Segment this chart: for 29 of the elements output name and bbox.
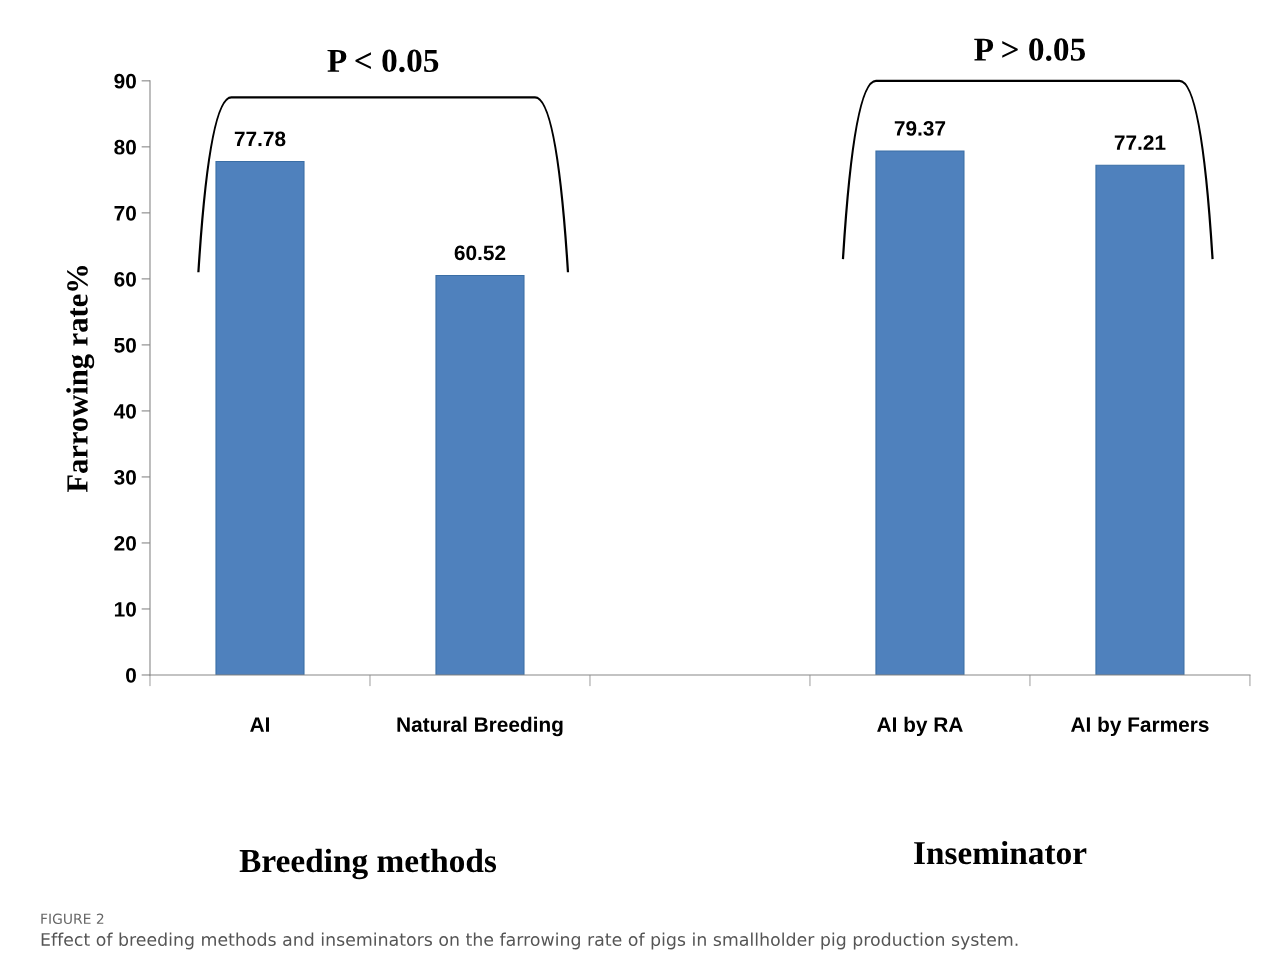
x-tick-label: AI by RA xyxy=(877,716,963,737)
data-label: 77.78 xyxy=(234,131,286,147)
bar xyxy=(1095,164,1185,675)
data-label: 60.52 xyxy=(454,245,506,261)
y-tick-label: 90 xyxy=(114,73,136,89)
y-tick-label: 70 xyxy=(114,205,136,221)
bar xyxy=(215,160,305,675)
x-tick-label: AI by Farmers xyxy=(1071,716,1209,737)
text: Breeding methods xyxy=(239,848,497,880)
y-tick-label: 60 xyxy=(114,271,136,287)
caption: FIGURE 2 xyxy=(41,913,104,925)
y-tick-label: 50 xyxy=(114,337,136,353)
bar xyxy=(435,274,525,675)
x-tick-label: AI xyxy=(250,717,270,732)
text: Effect of breeding methods and inseminators on the farrowing rate of pigs in smallholder pig production system. xyxy=(41,932,1018,950)
y-tick-label: 80 xyxy=(114,139,136,155)
y-tick-label: 30 xyxy=(114,469,136,485)
text: Inseminator xyxy=(914,840,1087,865)
y-tick-label: 40 xyxy=(113,403,136,419)
data-label: 77.21 xyxy=(1114,135,1166,150)
y-tick-label: 10 xyxy=(114,601,136,617)
data-label: 79.37 xyxy=(894,121,946,136)
x-tick-label: Natural Breeding xyxy=(397,716,563,737)
y-tick-label: 20 xyxy=(114,535,136,551)
text: P > 0.05 xyxy=(974,38,1085,62)
bar xyxy=(875,150,965,675)
y-axis-title: Farrowing rate% xyxy=(66,266,95,493)
y-tick-label: 0 xyxy=(126,667,136,683)
text: P < 0.05 xyxy=(327,49,439,73)
